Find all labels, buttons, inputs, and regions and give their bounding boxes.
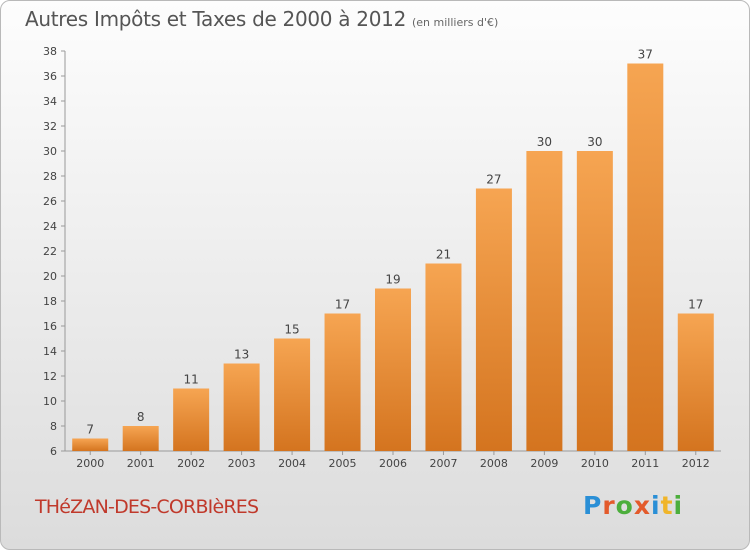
- chart-subtitle: (en milliers d'€): [412, 16, 499, 29]
- bar: [375, 288, 411, 451]
- x-tick-label: 2012: [682, 457, 710, 470]
- logo-letter: t: [660, 491, 674, 520]
- data-label: 13: [234, 348, 249, 362]
- y-tick-label: 30: [43, 145, 57, 158]
- data-label: 11: [184, 373, 199, 387]
- x-tick-label: 2005: [329, 457, 357, 470]
- data-label: 17: [688, 298, 703, 312]
- logo-letter: P: [583, 491, 603, 520]
- data-label: 19: [385, 273, 400, 287]
- y-tick-label: 22: [43, 245, 57, 258]
- bar: [72, 438, 109, 451]
- y-tick-label: 18: [43, 295, 57, 308]
- data-label: 30: [537, 135, 552, 149]
- bar: [173, 388, 210, 451]
- logo-letter: x: [633, 491, 651, 520]
- y-tick-label: 34: [43, 95, 57, 108]
- y-tick-label: 32: [43, 120, 57, 133]
- bar: [526, 151, 563, 451]
- logo-letter: i: [651, 491, 661, 520]
- x-tick-label: 2008: [480, 457, 508, 470]
- y-tick-label: 28: [43, 170, 57, 183]
- x-tick-label: 2004: [278, 457, 306, 470]
- bar: [677, 313, 714, 451]
- x-tick-label: 2009: [530, 457, 558, 470]
- bar: [122, 426, 159, 451]
- y-tick-label: 14: [43, 345, 57, 358]
- x-tick-label: 2006: [379, 457, 407, 470]
- bar: [425, 263, 462, 451]
- chart-title-text: Autres Impôts et Taxes de 2000 à 2012: [25, 7, 406, 31]
- x-tick-label: 2003: [228, 457, 256, 470]
- x-tick-label: 2001: [127, 457, 155, 470]
- logo-letter: o: [615, 491, 634, 520]
- data-label: 15: [284, 323, 299, 337]
- y-tick-label: 8: [50, 420, 57, 433]
- y-tick-label: 6: [50, 445, 57, 458]
- y-tick-label: 20: [43, 270, 57, 283]
- x-tick-label: 2002: [177, 457, 205, 470]
- x-tick-label: 2007: [429, 457, 457, 470]
- logo-letter: i: [673, 491, 684, 520]
- data-label: 30: [587, 135, 602, 149]
- y-tick-label: 36: [43, 70, 57, 83]
- x-tick-label: 2010: [581, 457, 609, 470]
- data-label: 37: [638, 48, 653, 62]
- bar: [576, 151, 613, 451]
- data-label: 27: [486, 173, 501, 187]
- commune-name: THéZAN-DES-CORBIèRES: [35, 496, 259, 518]
- bar: [324, 313, 361, 451]
- bar: [475, 188, 512, 451]
- chart-title: Autres Impôts et Taxes de 2000 à 2012 (en…: [25, 7, 498, 31]
- y-tick-label: 12: [43, 370, 57, 383]
- y-tick-label: 26: [43, 195, 57, 208]
- data-label: 7: [86, 423, 94, 437]
- data-label: 17: [335, 298, 350, 312]
- y-tick-label: 16: [43, 320, 57, 333]
- proxiti-logo: Proxiti: [583, 491, 683, 520]
- y-tick-label: 38: [43, 45, 57, 58]
- data-label: 8: [137, 410, 145, 424]
- y-tick-label: 10: [43, 395, 57, 408]
- bar: [223, 363, 260, 451]
- x-tick-label: 2000: [76, 457, 104, 470]
- logo-letter: r: [602, 491, 616, 520]
- y-tick-label: 24: [43, 220, 57, 233]
- bar: [627, 63, 664, 451]
- bar: [274, 338, 311, 451]
- data-label: 21: [436, 248, 451, 262]
- x-tick-label: 2011: [631, 457, 659, 470]
